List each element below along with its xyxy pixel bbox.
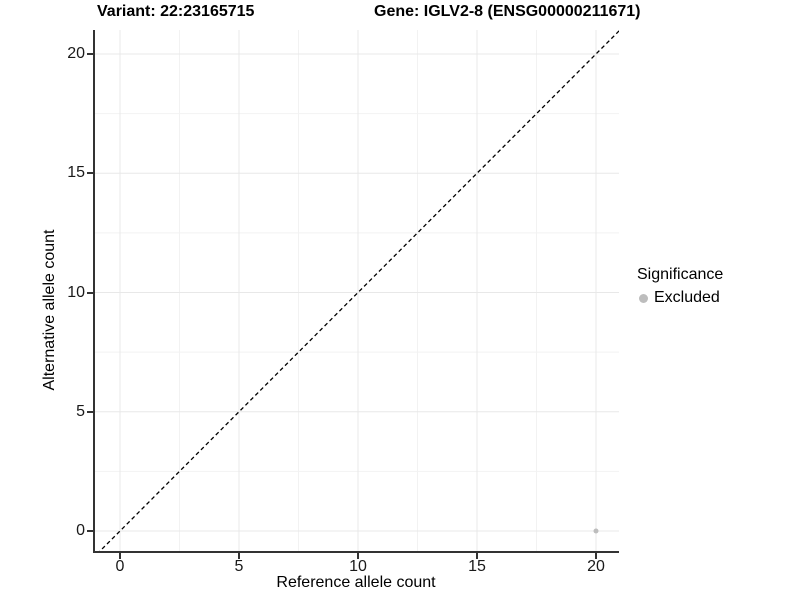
gene-title: Gene: IGLV2-8 (ENSG00000211671): [374, 3, 641, 20]
x-axis-title: Reference allele count: [276, 574, 436, 591]
legend-key-dot-icon: [639, 293, 648, 303]
x-tick-label: 10: [349, 558, 367, 575]
legend-title: Significance: [637, 266, 724, 283]
x-tick-mark: [357, 553, 359, 559]
y-tick-mark: [87, 53, 93, 55]
y-axis-title: Alternative allele count: [41, 229, 58, 391]
y-tick-label: 15: [67, 164, 85, 182]
x-tick-label: 15: [468, 558, 486, 575]
plot-canvas: [93, 30, 619, 553]
x-tick-mark: [119, 553, 121, 559]
y-tick-label: 20: [67, 45, 85, 62]
x-tick-mark: [238, 553, 240, 559]
identity-line: [97, 30, 619, 553]
y-tick-label: 5: [76, 402, 85, 420]
legend-label: Excluded: [654, 289, 720, 306]
x-tick-label: 20: [587, 558, 605, 575]
y-tick-mark: [87, 291, 93, 294]
data-point: [593, 528, 599, 534]
y-tick-mark: [87, 530, 93, 532]
y-tick-mark: [87, 410, 93, 413]
legend: Significance Excluded: [637, 265, 723, 308]
y-tick-mark: [87, 172, 93, 175]
y-tick-label: 10: [67, 283, 85, 301]
legend-items: Excluded: [637, 288, 723, 308]
variant-title: Variant: 22:23165715: [97, 3, 255, 20]
x-tick-mark: [595, 553, 597, 559]
y-tick-label: 0: [76, 522, 85, 539]
plot-panel: [93, 30, 619, 553]
x-tick-label: 0: [115, 558, 125, 575]
legend-item: Excluded: [637, 288, 723, 308]
x-tick-label: 5: [234, 558, 244, 575]
x-tick-mark: [476, 553, 478, 559]
